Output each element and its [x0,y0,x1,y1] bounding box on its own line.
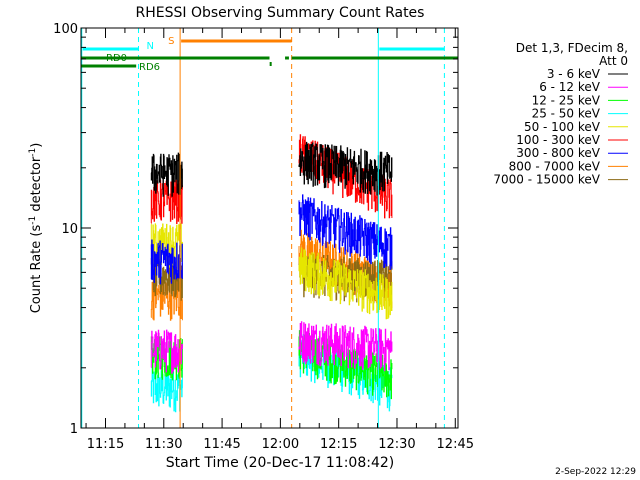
series-trace [150,367,183,413]
legend-label: 50 - 100 keV [524,120,601,134]
series-trace [150,152,183,197]
series-trace [298,247,393,320]
y-axis: 100 10 1 [53,22,458,437]
legend-label: 7000 - 15000 keV [493,173,600,187]
legend-label: 25 - 50 keV [532,107,601,121]
x-axis-label: Start Time (20-Dec-17 11:08:42) [166,455,394,471]
legend-label: 300 - 800 keV [516,146,600,160]
plot-frame [80,27,459,429]
y-tick-label: 1 [70,422,78,437]
x-tick-label: 12:45 [437,437,474,452]
legend-label: 800 - 7000 keV [509,159,601,173]
series-100-300-kev [150,134,393,224]
x-axis: 11:15 11:30 11:45 12:00 12:15 12:30 12:45 [85,28,474,452]
x-tick-label: 11:15 [87,437,124,452]
series-3-6-kev [150,141,393,197]
legend-label: 3 - 6 keV [547,67,601,81]
x-tick-label: 11:45 [203,437,240,452]
footer-timestamp: 2-Sep-2022 12:29 [555,467,636,477]
legend-header: Att 0 [599,54,628,68]
legend-header: Det 1,3, FDecim 8, [516,41,628,55]
chart-title: RHESSI Observing Summary Count Rates [136,5,425,21]
series-trace [298,141,393,196]
saa-label: S [168,36,174,47]
rd6-label: RD6 [139,62,160,73]
plot-content: N S RD0 RD6 [81,28,458,428]
rd0-label: RD0 [106,53,127,64]
y-axis-label: Count Rate (s-1 detector-1) [28,143,44,314]
night-label: N [147,41,154,52]
x-tick-label: 12:30 [378,437,415,452]
y-tick-label: 10 [61,222,78,237]
series-trace [150,329,183,374]
series-trace [150,239,183,285]
series-trace [298,194,393,270]
y-tick-label: 100 [53,22,78,37]
series-12-25-kev [150,330,393,400]
series-300-800-kev [150,194,393,285]
series-trace [298,321,393,372]
series-trace [150,255,183,301]
x-tick-label: 11:30 [145,437,182,452]
legend-label: 100 - 300 keV [516,133,600,147]
series-6-12-kev [150,321,393,374]
legend-label: 6 - 12 keV [539,80,601,94]
series-trace [150,277,183,321]
x-tick-label: 12:15 [320,437,357,452]
x-tick-label: 12:00 [262,437,299,452]
legend-label: 12 - 25 keV [532,93,601,107]
